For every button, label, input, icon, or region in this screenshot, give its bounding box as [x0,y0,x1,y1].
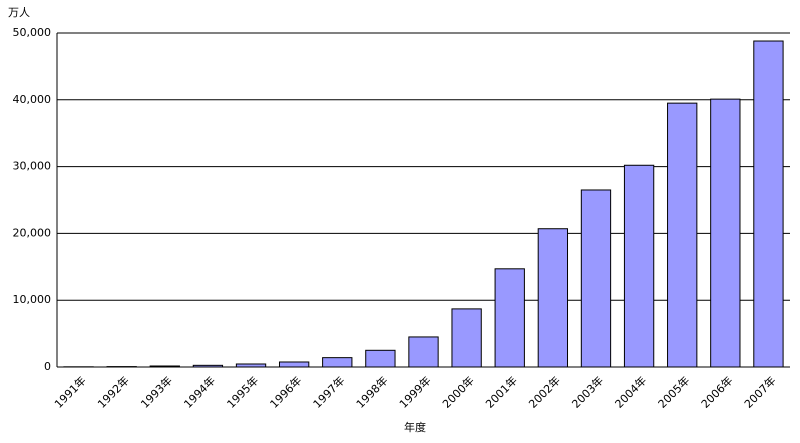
x-tick-label: 2002年 [526,373,563,410]
bar [149,365,180,368]
x-tick-label: 2006年 [698,373,735,410]
bar [365,349,396,368]
bar [192,364,224,368]
x-tick-label: 1997年 [310,373,347,410]
x-tick-label: 2005年 [655,373,692,410]
y-tick-label: 30,000 [13,160,52,173]
y-tick-label: 0 [44,360,51,373]
bar [753,40,784,368]
y-tick-label: 40,000 [13,93,52,106]
x-tick-label: 2000年 [439,373,476,410]
x-tick-label: 1994年 [181,373,218,410]
x-axis-label: 年度 [404,420,426,434]
y-axis-label: 万人 [8,6,30,19]
bar [278,361,310,368]
bar [667,102,698,368]
y-tick-label: 10,000 [13,293,52,306]
bar [235,363,267,368]
x-tick-label: 1995年 [224,373,261,410]
y-tick-label: 50,000 [13,26,52,39]
bar [710,98,741,368]
x-tick-label: 1991年 [51,373,88,410]
bar [580,189,612,368]
x-tick-label: 1993年 [138,373,175,410]
bar [322,357,353,368]
x-tick-label: 1992年 [94,373,131,410]
bar [408,336,439,368]
bar [537,228,569,368]
x-tick-label: 2003年 [569,373,606,410]
x-tick-label: 2004年 [612,373,649,410]
bar [623,164,655,368]
x-tick-label: 2007年 [741,373,778,410]
y-tick-label: 20,000 [13,226,52,239]
x-tick-label: 1996年 [267,373,304,410]
x-tick-label: 1999年 [396,373,433,410]
bar [494,268,525,368]
x-tick-label: 1998年 [353,373,390,410]
bar [451,308,482,368]
x-tick-label: 2001年 [483,373,520,410]
